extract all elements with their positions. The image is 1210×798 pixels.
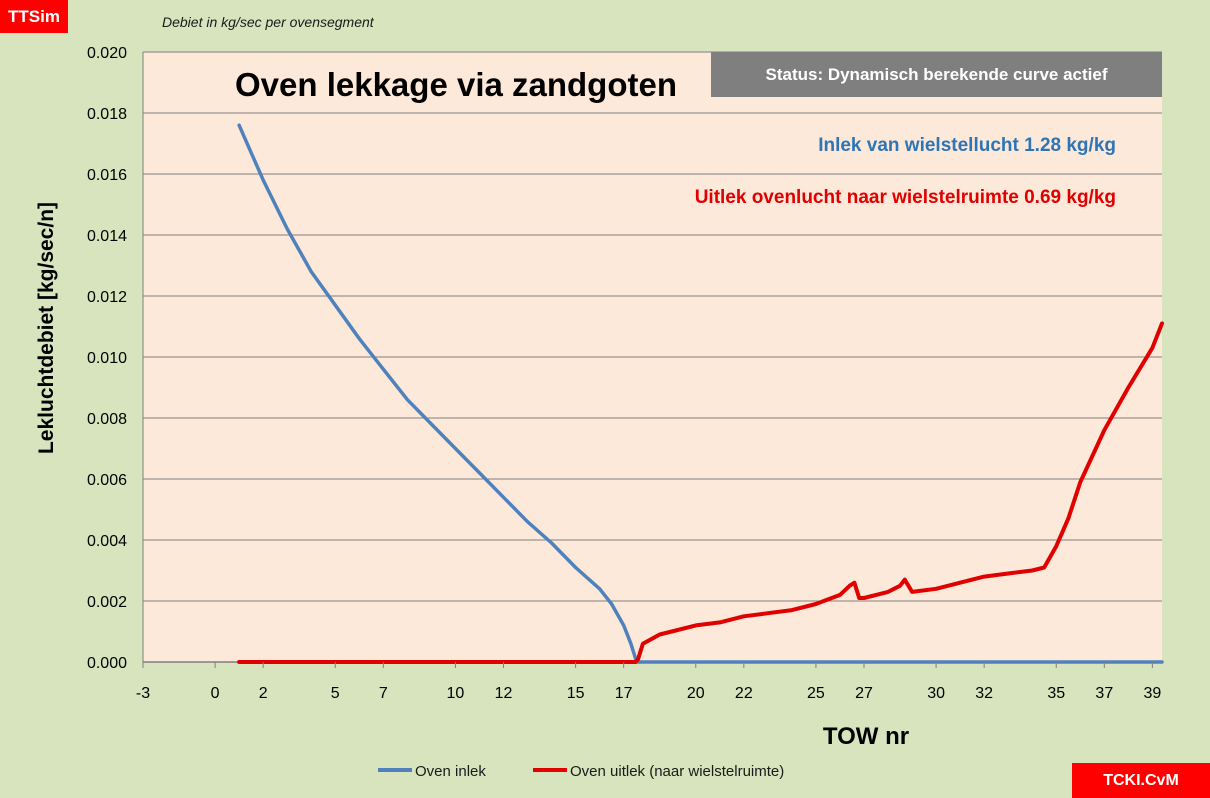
y-tick-label: 0.014: [87, 228, 127, 245]
x-tick-label: 32: [975, 685, 993, 702]
x-tick-label: 37: [1095, 685, 1113, 702]
x-tick-label: 5: [331, 685, 340, 702]
x-tick-label: 17: [615, 685, 633, 702]
x-axis-label: TOW nr: [823, 723, 909, 750]
y-tick-label: 0.020: [87, 45, 127, 62]
x-tick-label: 22: [735, 685, 753, 702]
series-lines: [237, 123, 1164, 664]
status-box: Status: Dynamisch berekende curve actief: [711, 52, 1162, 97]
annotation-inlek: Inlek van wielstellucht 1.28 kg/kg: [818, 135, 1116, 156]
x-tick-label: 39: [1143, 685, 1161, 702]
y-tick-label: 0.018: [87, 106, 127, 123]
y-tick-label: 0.010: [87, 350, 127, 367]
x-tick-label: 27: [855, 685, 873, 702]
x-tick-label: 20: [687, 685, 705, 702]
legend-label-uitlek: Oven uitlek (naar wielstelruimte): [570, 763, 784, 780]
x-tick-label: 12: [495, 685, 513, 702]
author-badge: TCKI.CvM: [1072, 763, 1210, 798]
y-axis-ticks: 0.000 0.002 0.004 0.006 0.008 0.010 0.012 0.014…: [87, 45, 127, 672]
y-tick-label: 0.006: [87, 472, 127, 489]
y-tick-label: 0.002: [87, 594, 127, 611]
chart-title: Oven lekkage via zandgoten: [235, 66, 677, 103]
x-tick-label: 25: [807, 685, 825, 702]
x-tick-label: 2: [259, 685, 268, 702]
y-tick-label: 0.000: [87, 655, 127, 672]
x-tick-label: 15: [567, 685, 585, 702]
x-tick-label: -3: [136, 685, 150, 702]
y-tick-label: 0.016: [87, 167, 127, 184]
x-tick-label: 10: [447, 685, 465, 702]
x-tick-label: 30: [927, 685, 945, 702]
app-badge: TTSim: [0, 0, 68, 33]
legend-label-inlek: Oven inlek: [415, 763, 486, 780]
y-tick-label: 0.004: [87, 533, 127, 550]
y-axis-label: Lekluchtdebiet [kg/sec/n]: [35, 202, 58, 454]
series-line-inlek: [237, 123, 1164, 664]
legend: Oven inlek Oven uitlek (naar wielstelrui…: [378, 763, 784, 780]
annotation-uitlek: Uitlek ovenlucht naar wielstelruimte 0.6…: [695, 187, 1116, 208]
subtitle: Debiet in kg/sec per ovensegment: [162, 14, 374, 30]
series-line-uitlek: [237, 321, 1164, 664]
x-tick-label: 0: [211, 685, 220, 702]
x-tick-label: 7: [379, 685, 388, 702]
y-tick-label: 0.012: [87, 289, 127, 306]
x-axis-ticks: -3 0 2 5 7 10 12 15 17 20 22 25 27 30 32 35 37 39: [136, 662, 1161, 702]
y-tick-label: 0.008: [87, 411, 127, 428]
x-tick-label: 35: [1047, 685, 1065, 702]
